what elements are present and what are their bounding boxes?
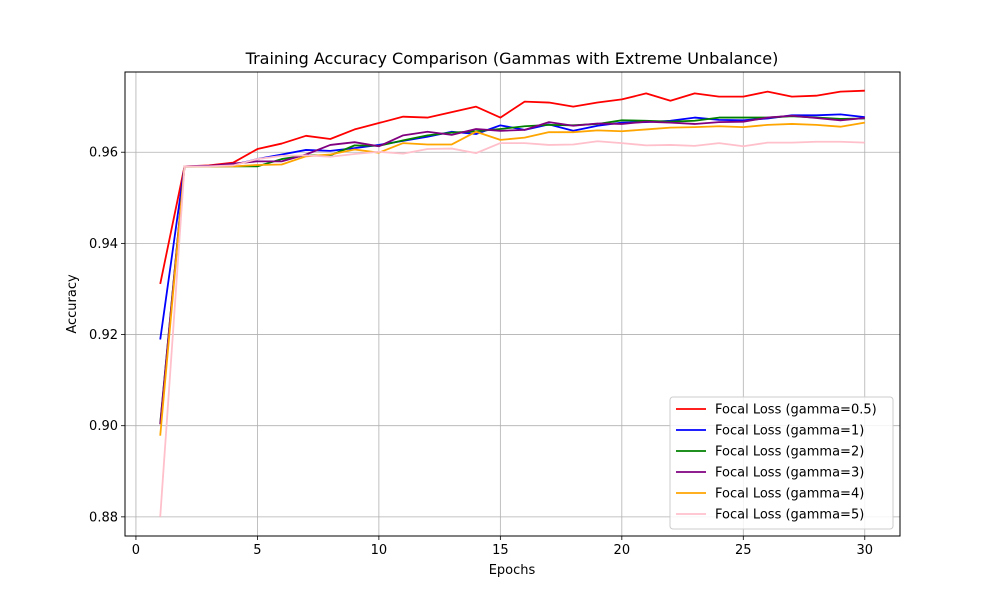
y-tick-label: 0.92 (89, 328, 118, 343)
legend-entry: Focal Loss (gamma=5) (715, 508, 864, 523)
series-line-4 (159, 121, 865, 436)
y-axis-label: Accuracy (65, 274, 80, 334)
series-line-3 (159, 114, 865, 425)
series-line-1 (159, 113, 865, 340)
series-line-2 (159, 115, 865, 424)
x-axis-label: Epochs (489, 563, 536, 578)
legend-entry: Focal Loss (gamma=1) (715, 424, 864, 439)
y-tick-label: 0.88 (89, 510, 118, 525)
series-line-5 (159, 140, 865, 517)
x-tick-label: 30 (856, 543, 873, 558)
plot-frame (124, 71, 901, 537)
x-tick-label: 15 (492, 543, 509, 558)
legend-box (669, 396, 894, 530)
y-tick-label: 0.94 (89, 237, 118, 252)
legend: Focal Loss (gamma=0.5) Focal Loss (gamma=… (669, 396, 894, 530)
legend-entry: Focal Loss (gamma=0.5) (715, 403, 877, 418)
x-axis: 0 5 10 15 20 25 30 (132, 536, 873, 558)
legend-entry: Focal Loss (gamma=2) (715, 445, 864, 460)
y-tick-label: 0.90 (89, 419, 118, 434)
chart-title: Training Accuracy Comparison (Gammas wit… (245, 49, 779, 68)
legend-entry: Focal Loss (gamma=4) (715, 487, 864, 502)
series-layer (159, 89, 865, 517)
x-tick-label: 10 (371, 543, 388, 558)
x-tick-label: 0 (132, 543, 140, 558)
y-tick-label: 0.96 (89, 146, 118, 161)
x-tick-label: 5 (253, 543, 261, 558)
legend-entry: Focal Loss (gamma=3) (715, 466, 864, 481)
series-line-0 (159, 89, 865, 285)
x-tick-label: 20 (614, 543, 631, 558)
x-tick-label: 25 (735, 543, 752, 558)
y-axis: 0.88 0.90 0.92 0.94 0.96 (89, 146, 125, 525)
